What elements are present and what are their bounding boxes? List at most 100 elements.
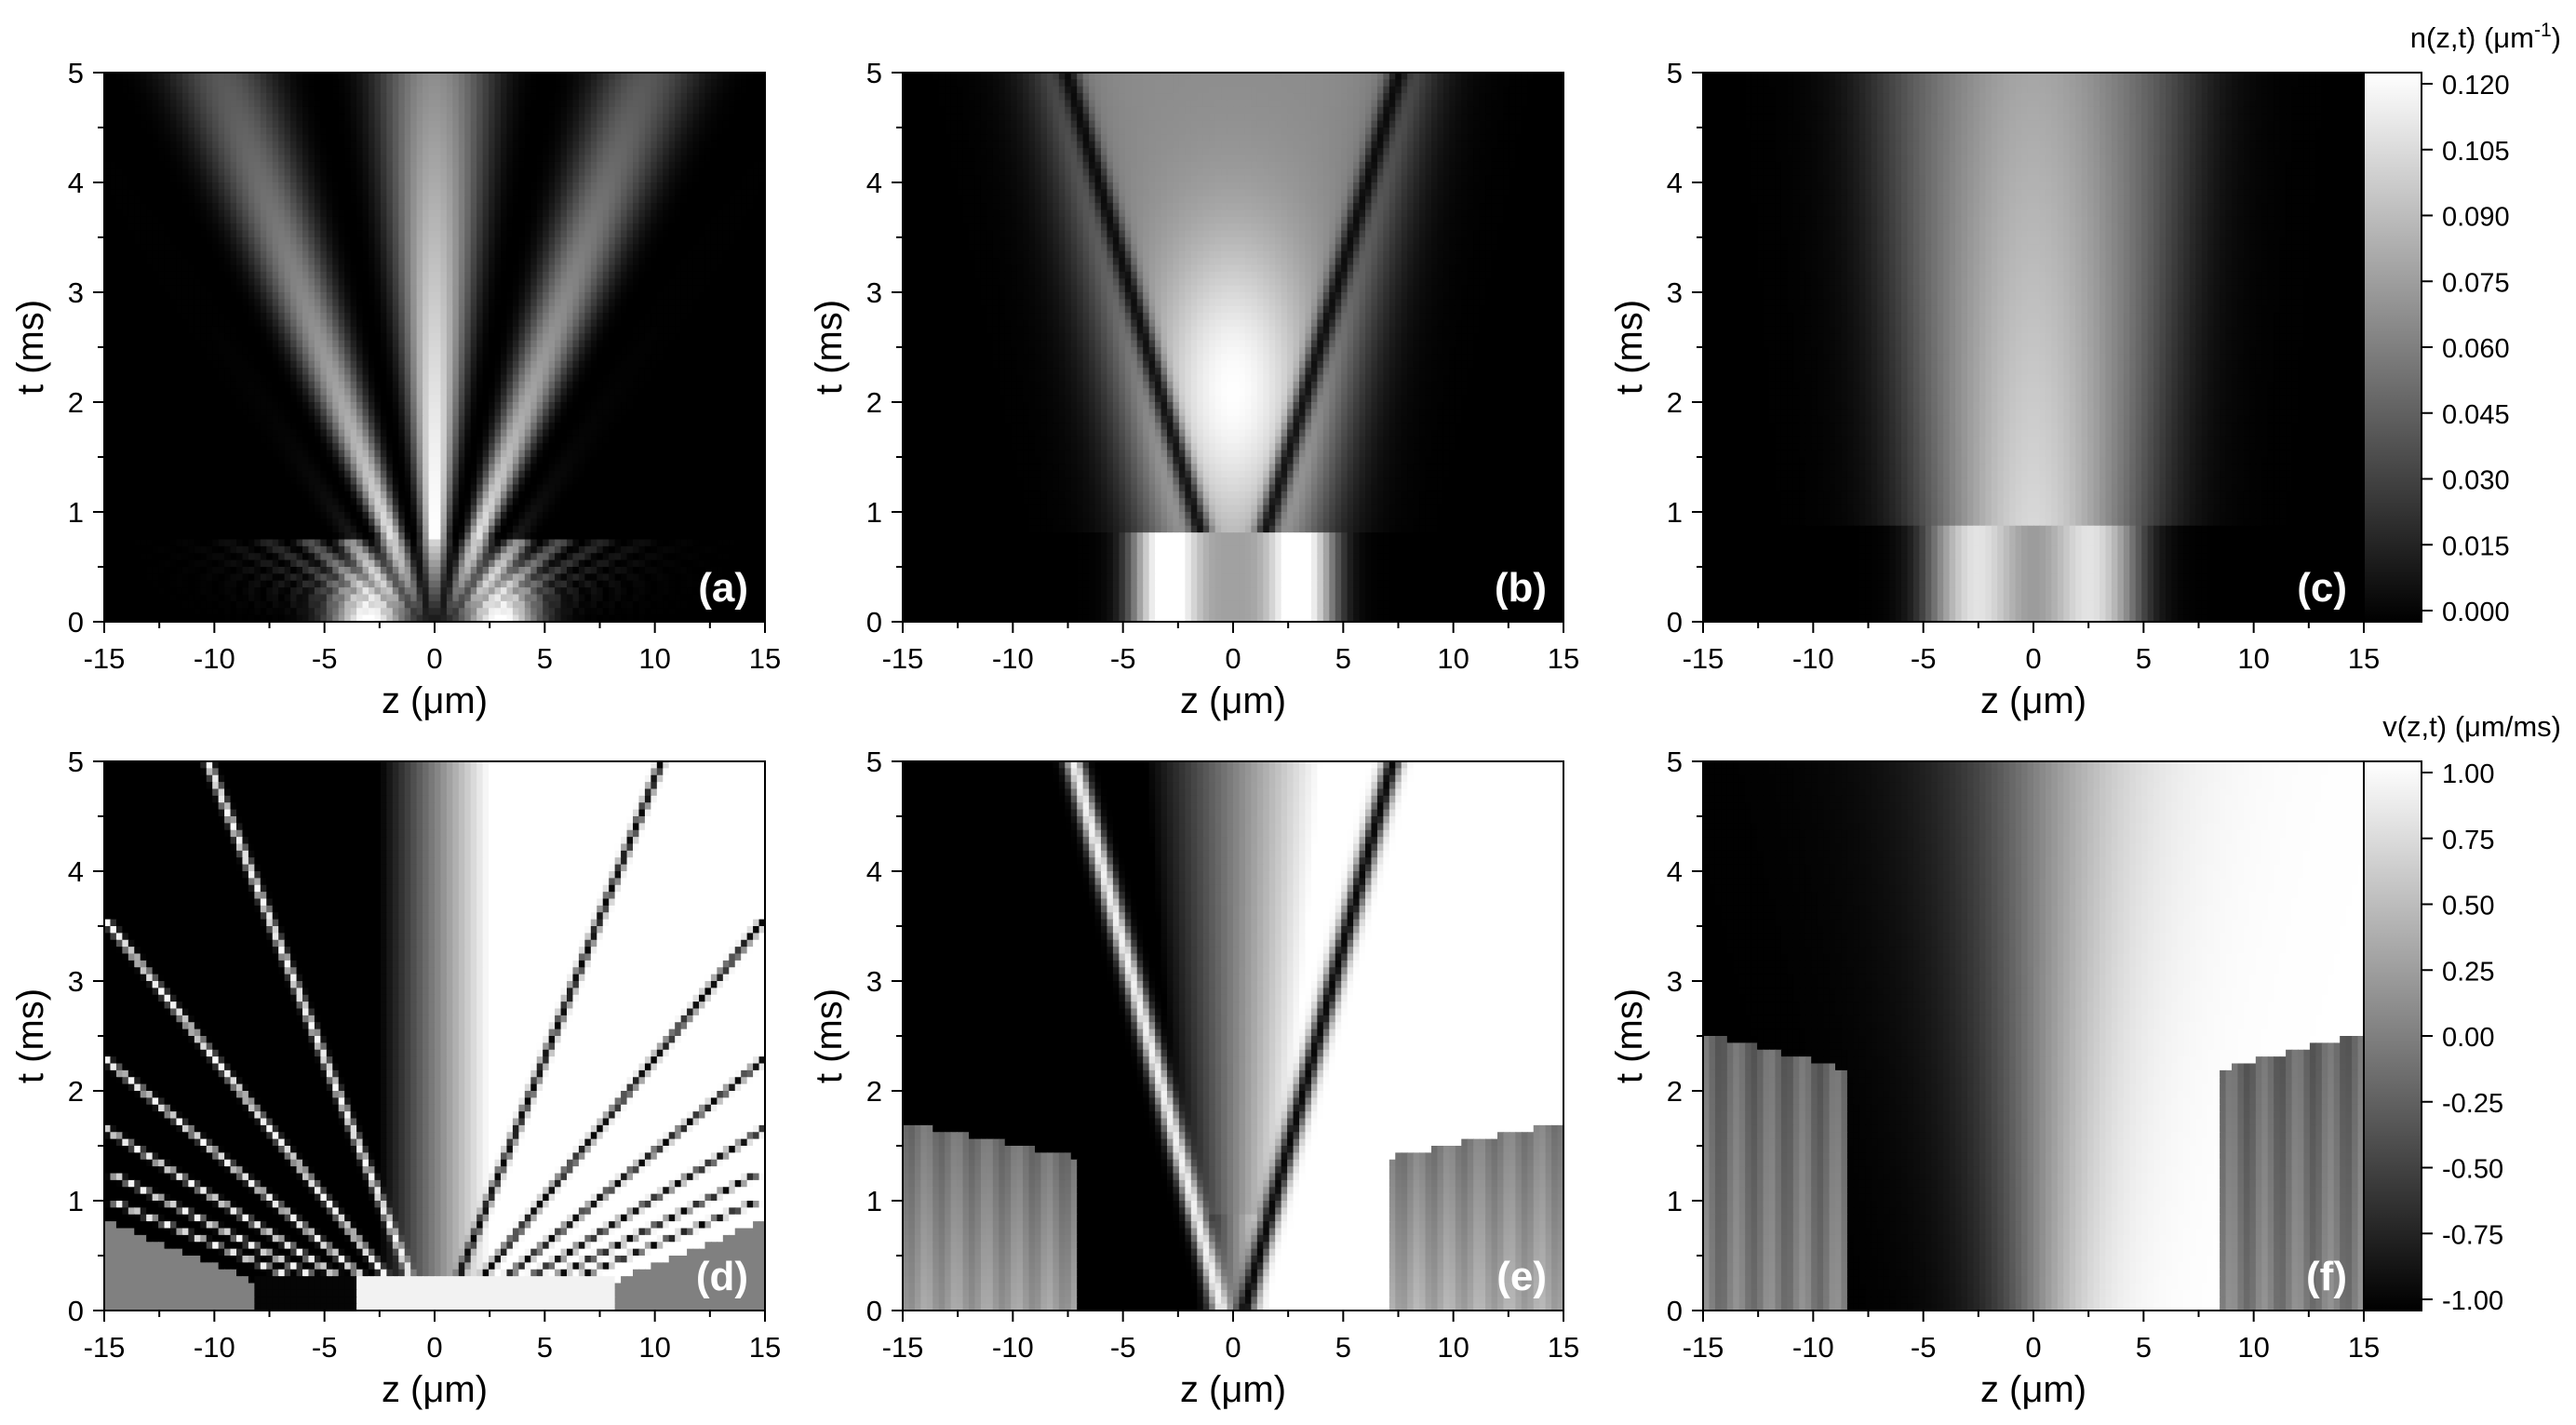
y-tick-label: 4 — [866, 167, 882, 199]
x-tick-label: -10 — [194, 1331, 235, 1364]
y-tick-label: 1 — [866, 496, 882, 529]
x-tick-label: 5 — [537, 1331, 553, 1364]
y-axis-label: t (ms) — [809, 300, 850, 395]
y-tick-label: 0 — [68, 606, 84, 639]
heatmap-cells — [1703, 761, 2364, 1311]
x-tick-label: 10 — [1437, 642, 1469, 675]
y-tick-label: 4 — [1667, 855, 1683, 888]
y-tick-label: 4 — [866, 855, 882, 888]
x-tick-label: 5 — [537, 642, 553, 675]
y-axis-label: t (ms) — [1609, 300, 1650, 395]
colorbar-tick-label: 0.75 — [2442, 826, 2494, 855]
y-axis-label: t (ms) — [1609, 988, 1650, 1083]
x-tick-label: 5 — [1335, 642, 1351, 675]
y-tick-label: 5 — [866, 57, 882, 89]
y-tick-label: 5 — [1667, 57, 1683, 89]
x-tick-label: 0 — [426, 1331, 442, 1364]
x-tick-label: 0 — [2025, 1331, 2041, 1364]
x-tick-label: 15 — [1548, 642, 1579, 675]
x-tick-label: -10 — [1792, 1331, 1834, 1364]
y-tick-label: 1 — [1667, 1185, 1683, 1217]
colorbar-tick-label: 0.50 — [2442, 892, 2494, 921]
y-tick-label: 1 — [1667, 496, 1683, 529]
colorbar-tick-label: 0.00 — [2442, 1023, 2494, 1053]
panel-label: (c) — [2297, 565, 2347, 611]
colorbar-tick-label: 0.060 — [2442, 334, 2510, 364]
colorbar-tick-label: 0.120 — [2442, 71, 2510, 101]
colorbar-tick-label: -0.50 — [2442, 1155, 2503, 1185]
y-tick-label: 3 — [68, 965, 84, 998]
x-tick-label: -10 — [992, 1331, 1034, 1364]
colorbar-tick-label: 0.030 — [2442, 466, 2510, 496]
x-axis-label: z (μm) — [1180, 680, 1286, 721]
colorbar-gradient — [2363, 760, 2422, 1311]
panel-c: -15 -10 -5 0 5 10 15 0 1 2 3 4 5 z (μm) t (ms) (c) — [1609, 57, 2380, 721]
x-tick-label: -5 — [1110, 642, 1136, 675]
x-axis-label: z (μm) — [382, 680, 488, 721]
x-tick-label: -5 — [312, 642, 338, 675]
x-tick-label: 15 — [2348, 642, 2380, 675]
x-axis-label: z (μm) — [1980, 1369, 2086, 1410]
heatmap-cells — [104, 73, 765, 622]
heatmap-cells — [903, 761, 1563, 1311]
y-tick-label: 3 — [68, 276, 84, 309]
y-axis-label: t (ms) — [10, 300, 51, 395]
y-tick-label: 1 — [68, 1185, 84, 1217]
y-axis-label: t (ms) — [809, 988, 850, 1083]
x-tick-label: 10 — [1437, 1331, 1469, 1364]
y-tick-label: 0 — [1667, 606, 1683, 639]
colorbar-tick-label: 1.00 — [2442, 760, 2494, 789]
x-tick-label: -5 — [1911, 1331, 1937, 1364]
colorbar-tick-label: 0.075 — [2442, 268, 2510, 298]
x-tick-label: 5 — [2136, 642, 2152, 675]
x-tick-label: -10 — [992, 642, 1034, 675]
panel-label: (b) — [1495, 565, 1547, 611]
x-tick-label: -10 — [194, 642, 235, 675]
x-tick-label: -5 — [1110, 1331, 1136, 1364]
colorbar-tick-label: 0.015 — [2442, 531, 2510, 561]
y-tick-label: 0 — [1667, 1295, 1683, 1327]
y-tick-label: 1 — [68, 496, 84, 529]
colorbar-tick-label: 0.090 — [2442, 203, 2510, 233]
x-tick-label: -5 — [1911, 642, 1937, 675]
x-axis-label: z (μm) — [382, 1369, 488, 1410]
x-tick-label: -10 — [1792, 642, 1834, 675]
panel-label: (a) — [698, 565, 748, 611]
x-tick-label: 0 — [426, 642, 442, 675]
colorbar-velocity: 1.00 0.75 0.50 0.25 0.00 -0.25 -0.50 -0.75 -1.00… — [2363, 710, 2561, 1316]
colorbar-tick-label: -1.00 — [2442, 1286, 2503, 1316]
y-tick-label: 5 — [68, 746, 84, 778]
panel-label: (e) — [1496, 1254, 1547, 1299]
x-tick-label: 0 — [1225, 1331, 1241, 1364]
colorbars-layer: 0.120 0.105 0.090 0.075 0.060 0.045 0.030 0.015… — [2363, 20, 2561, 1316]
x-tick-label: -15 — [84, 642, 126, 675]
heatmap-cells — [903, 73, 1563, 622]
y-tick-label: 2 — [1667, 1075, 1683, 1108]
colorbar-tick-label: 0.045 — [2442, 400, 2510, 430]
panel-d: -15 -10 -5 0 5 10 15 0 1 2 3 4 5 z (μm) t (ms) (d) — [10, 746, 781, 1410]
panel-e: -15 -10 -5 0 5 10 15 0 1 2 3 4 5 z (μm) t (ms) (e) — [809, 746, 1579, 1410]
x-tick-label: 0 — [1225, 642, 1241, 675]
x-tick-label: -15 — [882, 642, 924, 675]
y-tick-label: 0 — [68, 1295, 84, 1327]
panel-label: (d) — [696, 1254, 748, 1299]
y-axis-label: t (ms) — [10, 988, 51, 1083]
panel-f: -15 -10 -5 0 5 10 15 0 1 2 3 4 5 z (μm) t (ms) (f) — [1609, 746, 2380, 1410]
colorbar-title: n(z,t) (μm-1) — [2410, 20, 2561, 54]
x-tick-label: 5 — [2136, 1331, 2152, 1364]
heatmap-cells — [104, 761, 765, 1311]
x-tick-label: 15 — [1548, 1331, 1579, 1364]
y-tick-label: 2 — [68, 386, 84, 419]
colorbar-tick-label: 0.25 — [2442, 957, 2494, 987]
x-tick-label: -15 — [882, 1331, 924, 1364]
y-tick-label: 3 — [1667, 965, 1683, 998]
colorbar-tick-label: -0.75 — [2442, 1220, 2503, 1250]
x-tick-label: 15 — [749, 642, 781, 675]
colorbar-tick-label: 0.105 — [2442, 137, 2510, 167]
x-tick-label: -15 — [1683, 1331, 1724, 1364]
colorbar-title: v(z,t) (μm/ms) — [2382, 710, 2561, 743]
y-tick-label: 4 — [68, 167, 84, 199]
panel-b: -15 -10 -5 0 5 10 15 0 1 2 3 4 5 z (μm) t (ms) (b) — [809, 57, 1579, 721]
x-axis-label: z (μm) — [1180, 1369, 1286, 1410]
y-tick-label: 2 — [866, 1075, 882, 1108]
